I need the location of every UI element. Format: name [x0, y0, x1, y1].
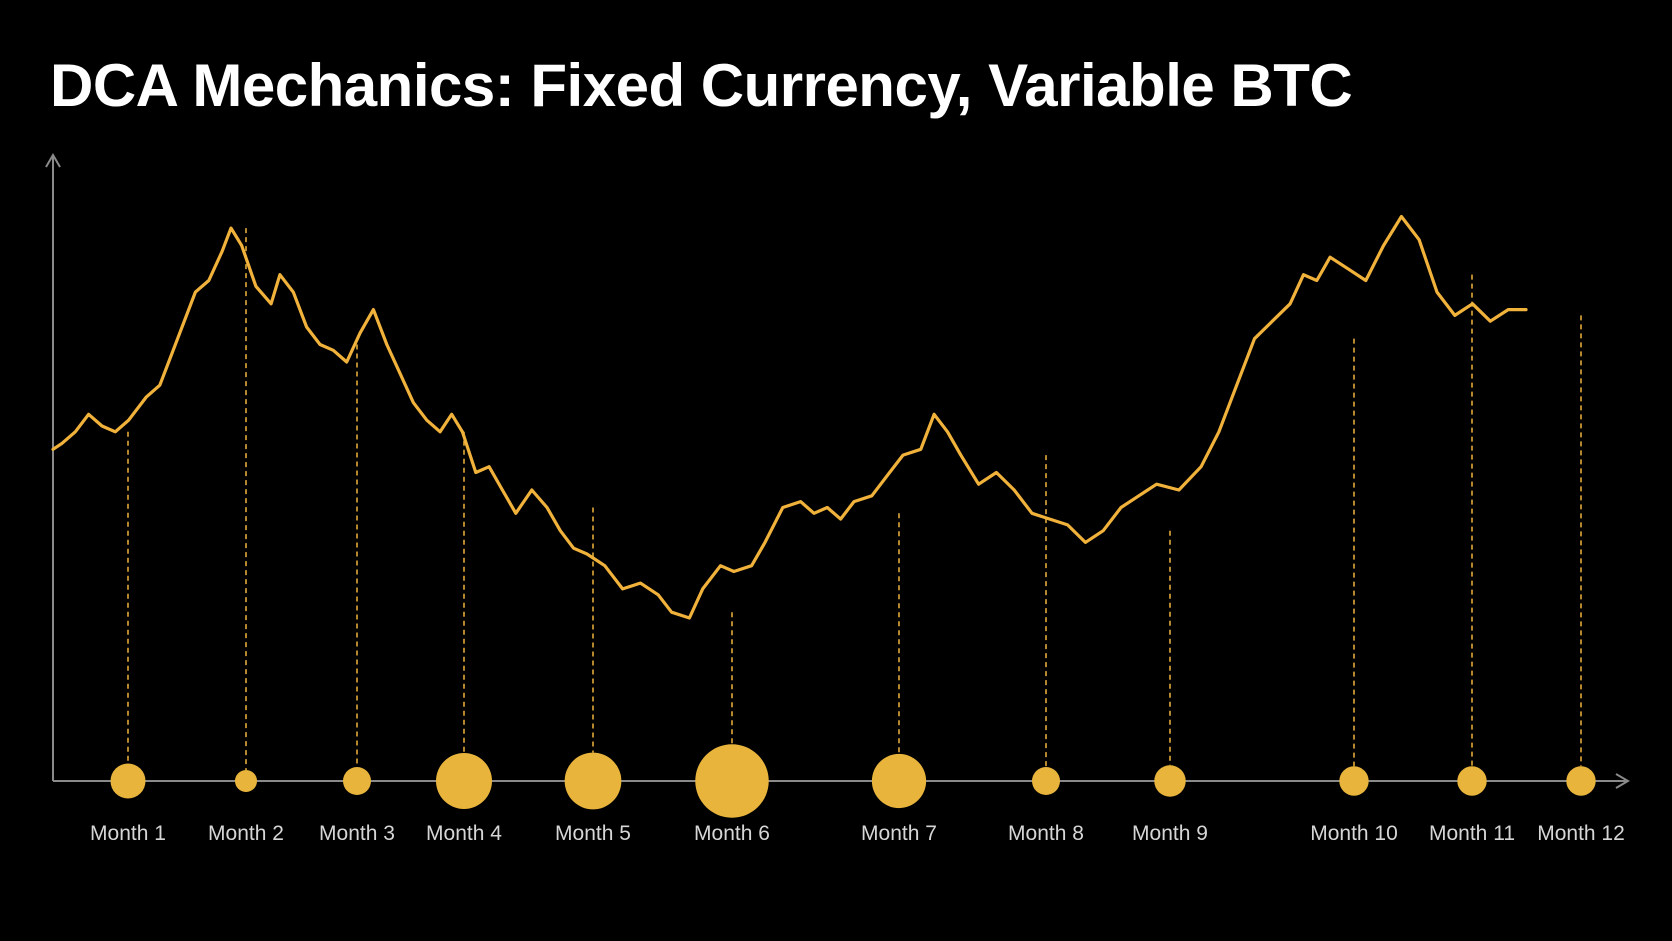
purchase-dot [695, 744, 769, 818]
month-label: Month 4 [426, 822, 502, 845]
purchase-dot [343, 767, 371, 795]
purchase-dot [1032, 767, 1060, 795]
month-label: Month 11 [1429, 822, 1515, 845]
page-title: DCA Mechanics: Fixed Currency, Variable … [50, 52, 1353, 119]
purchase-dot [564, 752, 622, 810]
chart-axes [45, 153, 1630, 789]
purchase-dot [871, 753, 927, 809]
purchase-dot [1566, 766, 1596, 796]
purchase-dot [234, 769, 258, 793]
month-label: Month 10 [1310, 822, 1398, 845]
month-label: Month 9 [1132, 822, 1208, 845]
month-label: Month 3 [319, 822, 395, 845]
purchase-dot [436, 753, 492, 809]
month-labels: Month 1 Month 2 Month 3 Month 4 Month 5 Month… [90, 822, 1625, 845]
x-axis-arrow [1615, 773, 1630, 789]
price-line-group [51, 214, 1528, 620]
month-label: Month 7 [861, 822, 937, 845]
month-label: Month 1 [90, 822, 166, 845]
month-label: Month 6 [694, 822, 770, 845]
month-label: Month 8 [1008, 822, 1084, 845]
purchase-dot [110, 763, 146, 799]
btc-price-line [51, 214, 1528, 620]
month-label: Month 2 [208, 822, 284, 845]
purchase-drop-lines [127, 228, 1582, 770]
purchase-dot [1339, 766, 1369, 796]
month-label: Month 5 [555, 822, 631, 845]
month-label: Month 12 [1537, 822, 1625, 845]
y-axis-arrow [45, 153, 61, 168]
purchase-dot [1154, 765, 1186, 797]
purchase-dots [110, 744, 1596, 818]
purchase-dot [1457, 766, 1487, 796]
